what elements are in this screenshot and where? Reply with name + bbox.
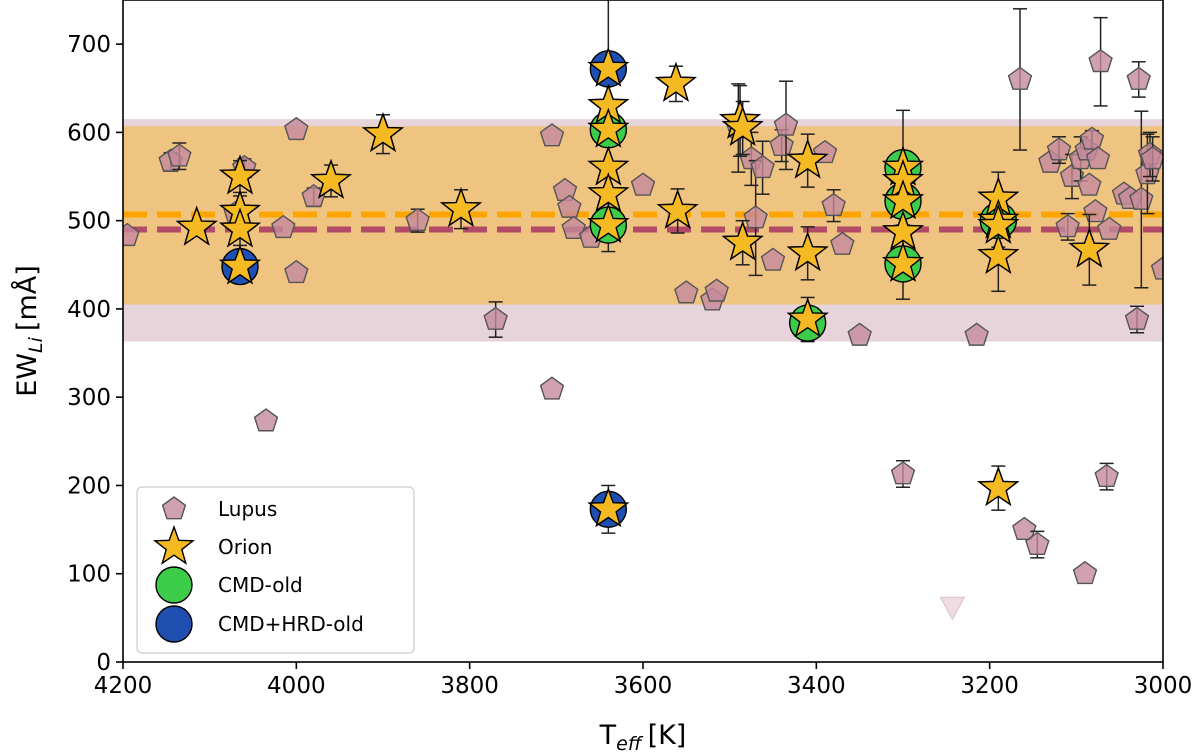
- lupus-point: [964, 322, 989, 346]
- orion-overlay: [175, 46, 1111, 528]
- lupus-point: [704, 278, 729, 302]
- legend-label-cmd-old: CMD-old: [218, 573, 303, 597]
- orion-point: [721, 220, 764, 261]
- lupus-point: [539, 123, 565, 147]
- lupus-point: [123, 222, 140, 247]
- lupus-point: [1126, 66, 1151, 90]
- orion-point: [786, 231, 829, 272]
- orion-point: [977, 233, 1020, 274]
- lupus-point: [1046, 137, 1072, 161]
- lupus-point: [1094, 463, 1119, 488]
- legend-marker-cmd-old: [155, 566, 193, 604]
- orion-point: [882, 210, 924, 250]
- axis-ticks: 4200 4000 3800 3600 3400 3200 3000 0 100 200 300 40…: [67, 32, 1192, 699]
- orion-point: [1068, 227, 1111, 268]
- x-tick-label: 4000: [267, 673, 326, 699]
- orion-point: [656, 188, 699, 229]
- y-tick-label: 400: [67, 297, 111, 323]
- lupus-point: [1079, 126, 1105, 150]
- legend-marker-lupus: [161, 496, 187, 520]
- legend: Lupus Orion CMD-old CMD+HRD-old: [136, 486, 415, 654]
- orion-point: [721, 105, 764, 146]
- orion-point: [882, 179, 924, 220]
- legend-label-orion: Orion: [218, 535, 272, 559]
- x-tick-label: 4200: [94, 673, 153, 699]
- lupus-point: [284, 116, 309, 141]
- lupus-point: [1150, 256, 1163, 280]
- orion-point: [786, 138, 829, 179]
- orion-point: [977, 466, 1020, 506]
- orion-point: [587, 172, 630, 213]
- lupus-point: [1140, 146, 1163, 170]
- orion-point: [362, 112, 404, 153]
- orion-point: [654, 61, 697, 102]
- orion-point: [882, 241, 924, 282]
- legend-label-cmd-hrd-old: CMD+HRD-old: [218, 612, 364, 636]
- y-tick-label: 700: [67, 32, 111, 58]
- lupus-point: [847, 322, 872, 346]
- orion-point: [786, 297, 829, 338]
- orion-point: [219, 207, 261, 248]
- lupus-point: [561, 215, 586, 240]
- orion-point: [587, 487, 630, 528]
- lupus-point: [1097, 216, 1122, 240]
- orion-point: [587, 203, 630, 243]
- lupus-point: [760, 247, 786, 271]
- lupus-point: [750, 154, 775, 179]
- legend-box: [136, 486, 415, 654]
- lupus-point: [1085, 146, 1111, 170]
- lupus-point: [1077, 172, 1102, 196]
- y-tick-label: 100: [67, 562, 111, 588]
- lupus-point: [1025, 531, 1050, 556]
- x-axis-label: Teff [K]: [599, 720, 687, 752]
- x-tick-label: 3800: [440, 673, 499, 699]
- x-tick-label: 3600: [614, 673, 673, 699]
- lupus-point: [1007, 66, 1033, 90]
- orion-point: [587, 46, 630, 87]
- lupus-point: [1088, 48, 1113, 73]
- x-tick-label: 3000: [1134, 673, 1193, 699]
- lupus-point: [830, 231, 855, 255]
- lupus-point: [167, 143, 192, 167]
- y-tick-label: 200: [67, 473, 111, 499]
- lupus-point: [405, 207, 430, 232]
- lupus-point: [1012, 516, 1037, 541]
- lupus-point: [253, 408, 279, 432]
- orion-point: [587, 107, 630, 148]
- lupus-point: [539, 376, 565, 400]
- y-axis-label: EWLi[mÅ]: [11, 265, 47, 396]
- lupus-point: [483, 306, 508, 330]
- y-tick-label: 300: [67, 385, 111, 411]
- y-tick-label: 600: [67, 120, 111, 146]
- series-lupus-upper-limit: [939, 596, 966, 621]
- y-tick-label: 500: [67, 209, 111, 235]
- lupus-point: [1124, 306, 1150, 330]
- orion-point: [219, 244, 261, 285]
- lupus-point: [743, 205, 768, 229]
- lupus-point: [821, 192, 846, 217]
- orion-point: [310, 158, 352, 199]
- legend-marker-orion: [153, 524, 195, 565]
- orion-point: [175, 205, 218, 246]
- lupus-point: [630, 172, 656, 196]
- lupus-point: [284, 259, 309, 284]
- orion-point: [219, 154, 261, 195]
- y-tick-label: 0: [96, 650, 111, 676]
- lupus-point: [890, 461, 916, 485]
- lupus-point: [674, 280, 699, 304]
- lupus-upper-limit-point: [939, 596, 966, 621]
- legend-label-lupus: Lupus: [218, 497, 277, 521]
- x-tick-label: 3400: [787, 673, 846, 699]
- lupus-point: [271, 214, 296, 239]
- orion-point: [440, 187, 482, 228]
- data-points: [123, 0, 1163, 621]
- legend-marker-cmd-hrd-old: [155, 605, 193, 643]
- lupus-point: [1072, 560, 1098, 585]
- lupus-point: [1055, 213, 1080, 238]
- lupus-point: [773, 112, 799, 136]
- lupus-point: [769, 132, 794, 157]
- x-tick-label: 3200: [960, 673, 1019, 699]
- lupus-point: [557, 194, 582, 218]
